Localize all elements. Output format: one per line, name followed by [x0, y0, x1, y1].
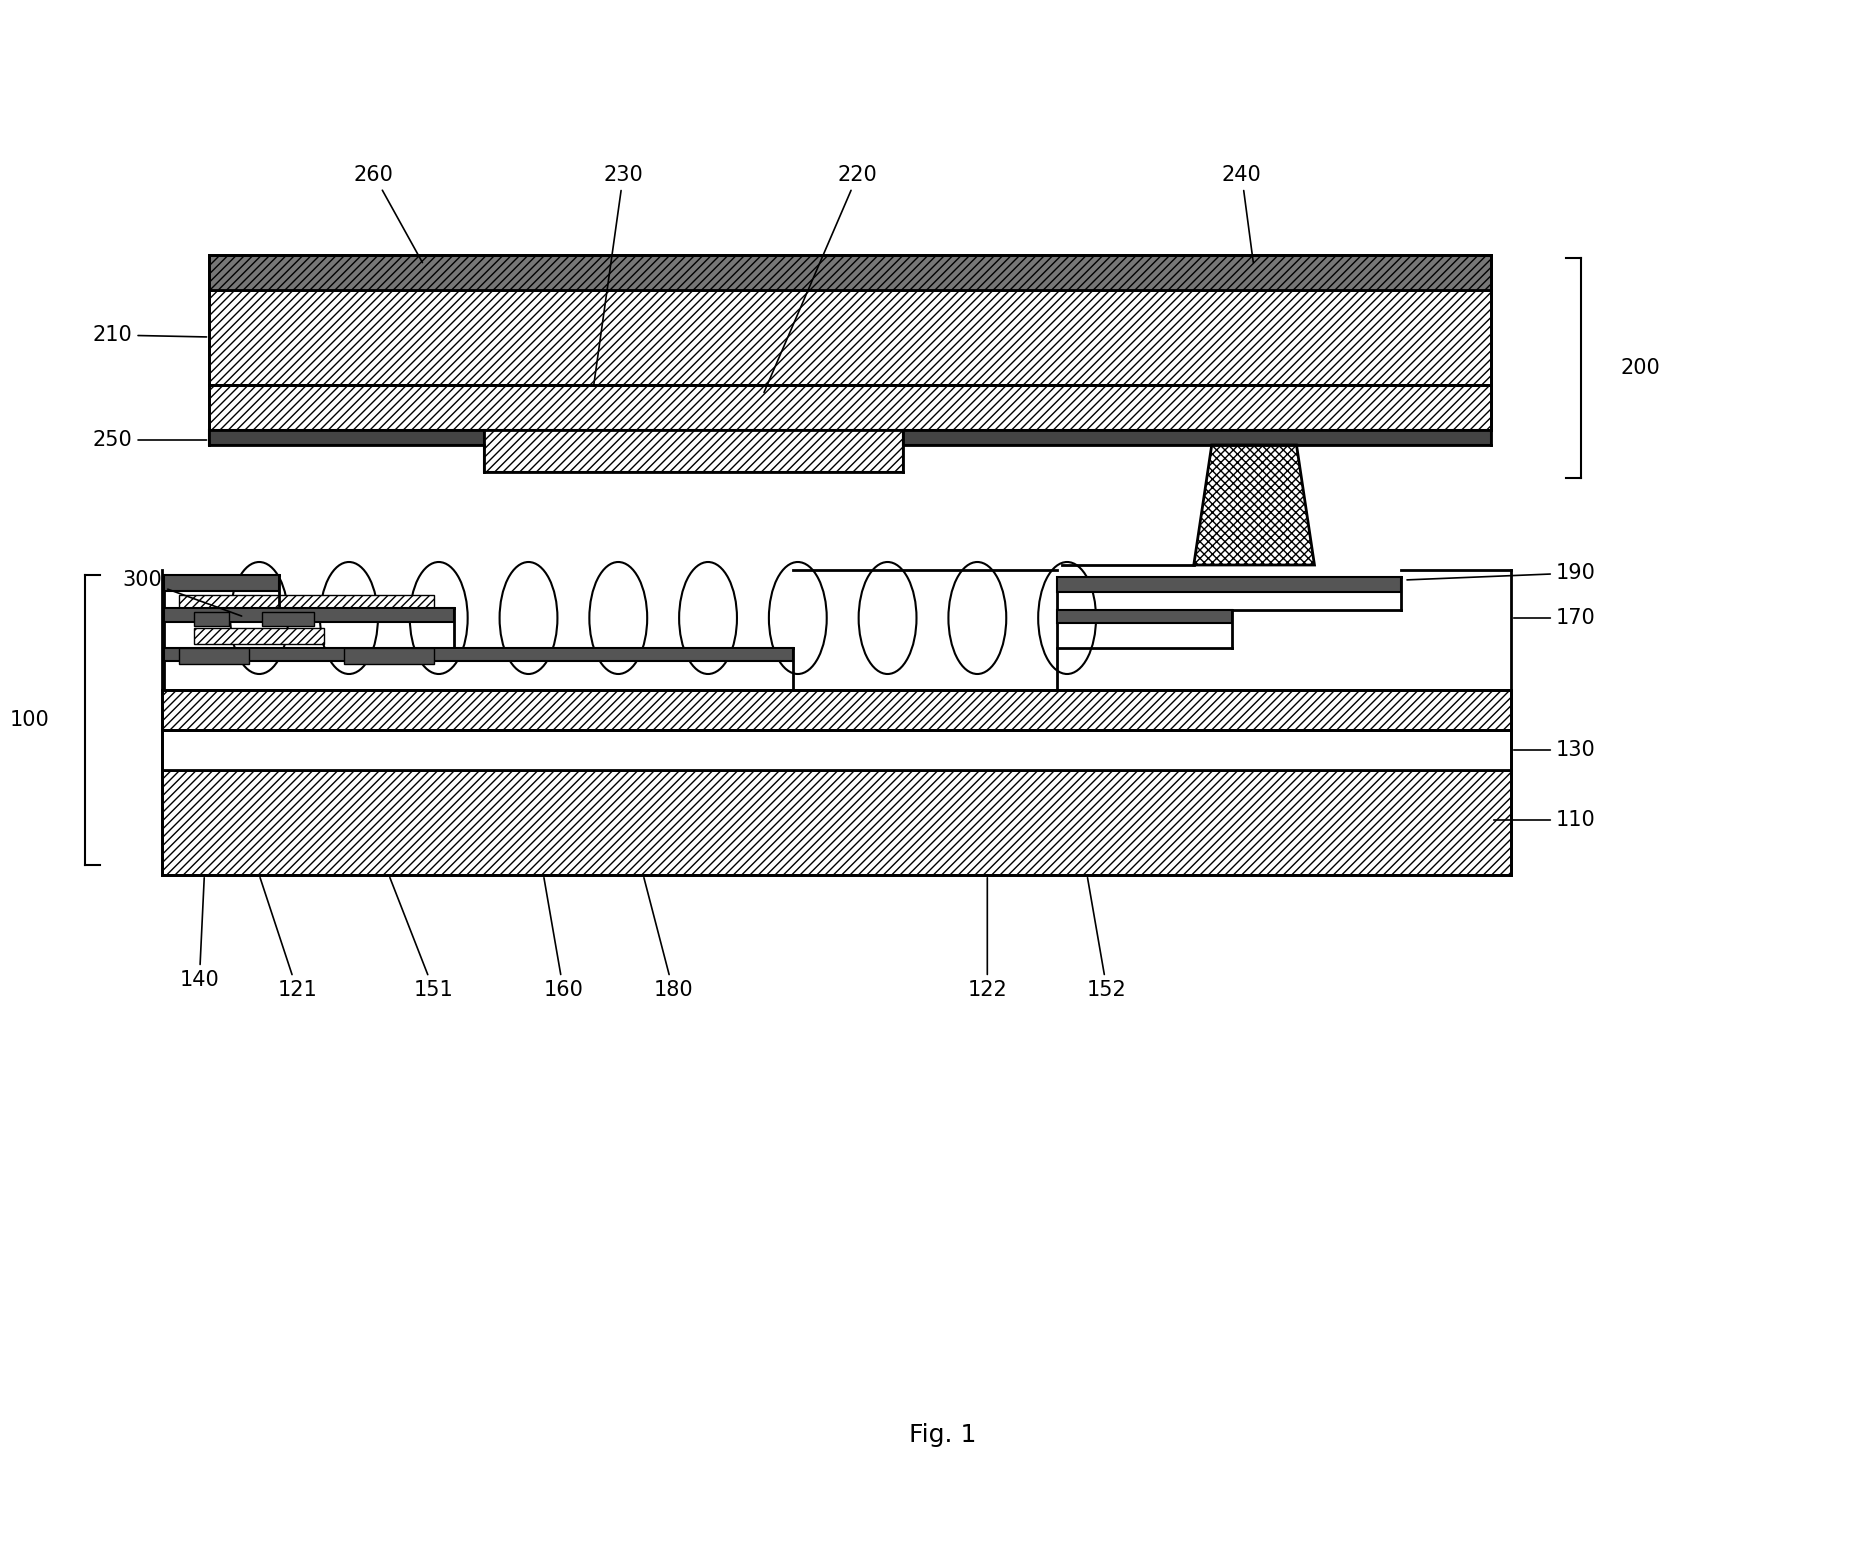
Bar — [1058, 610, 1232, 648]
Text: 200: 200 — [1620, 357, 1661, 377]
Text: 151: 151 — [390, 877, 454, 999]
Bar — [1058, 577, 1401, 610]
Ellipse shape — [231, 562, 289, 674]
Text: 300: 300 — [122, 569, 242, 616]
Text: 220: 220 — [763, 166, 878, 393]
Text: 190: 190 — [1406, 563, 1596, 583]
Ellipse shape — [1039, 562, 1097, 674]
Text: 250: 250 — [92, 430, 206, 450]
Text: 170: 170 — [1513, 608, 1596, 628]
Ellipse shape — [769, 562, 827, 674]
Text: 100: 100 — [9, 710, 51, 730]
Ellipse shape — [949, 562, 1007, 674]
Bar — [484, 430, 902, 472]
Bar — [343, 648, 433, 664]
Text: 230: 230 — [594, 166, 643, 385]
Bar — [165, 575, 279, 591]
Text: 122: 122 — [968, 877, 1007, 999]
Ellipse shape — [679, 562, 737, 674]
Text: 140: 140 — [180, 877, 219, 990]
Bar — [262, 613, 315, 627]
Text: 210: 210 — [92, 325, 206, 345]
Bar — [210, 289, 1491, 385]
Bar — [180, 648, 249, 664]
Bar — [195, 628, 324, 644]
Polygon shape — [1194, 446, 1314, 565]
Text: 121: 121 — [261, 877, 317, 999]
Ellipse shape — [859, 562, 917, 674]
Text: 152: 152 — [1088, 877, 1127, 999]
Bar — [165, 608, 454, 648]
Ellipse shape — [321, 562, 379, 674]
Ellipse shape — [499, 562, 557, 674]
Bar — [195, 613, 229, 627]
Bar — [165, 608, 454, 622]
Text: 180: 180 — [643, 877, 694, 999]
Bar — [1058, 610, 1232, 623]
Bar — [1058, 577, 1401, 593]
Text: 130: 130 — [1513, 739, 1596, 760]
Bar — [210, 430, 484, 446]
Ellipse shape — [411, 562, 467, 674]
Bar — [165, 648, 793, 661]
Bar — [210, 255, 1491, 289]
Text: 160: 160 — [544, 877, 583, 999]
Text: 110: 110 — [1494, 811, 1596, 831]
Text: Fig. 1: Fig. 1 — [909, 1423, 977, 1446]
Bar — [902, 430, 1491, 446]
Ellipse shape — [589, 562, 647, 674]
Bar — [210, 385, 1491, 430]
Text: 260: 260 — [354, 166, 422, 263]
Bar — [180, 596, 433, 610]
Bar — [165, 575, 279, 608]
Text: 240: 240 — [1222, 166, 1262, 263]
Bar — [163, 690, 1511, 730]
Bar — [165, 648, 793, 690]
Bar — [163, 730, 1511, 770]
Bar — [163, 770, 1511, 876]
